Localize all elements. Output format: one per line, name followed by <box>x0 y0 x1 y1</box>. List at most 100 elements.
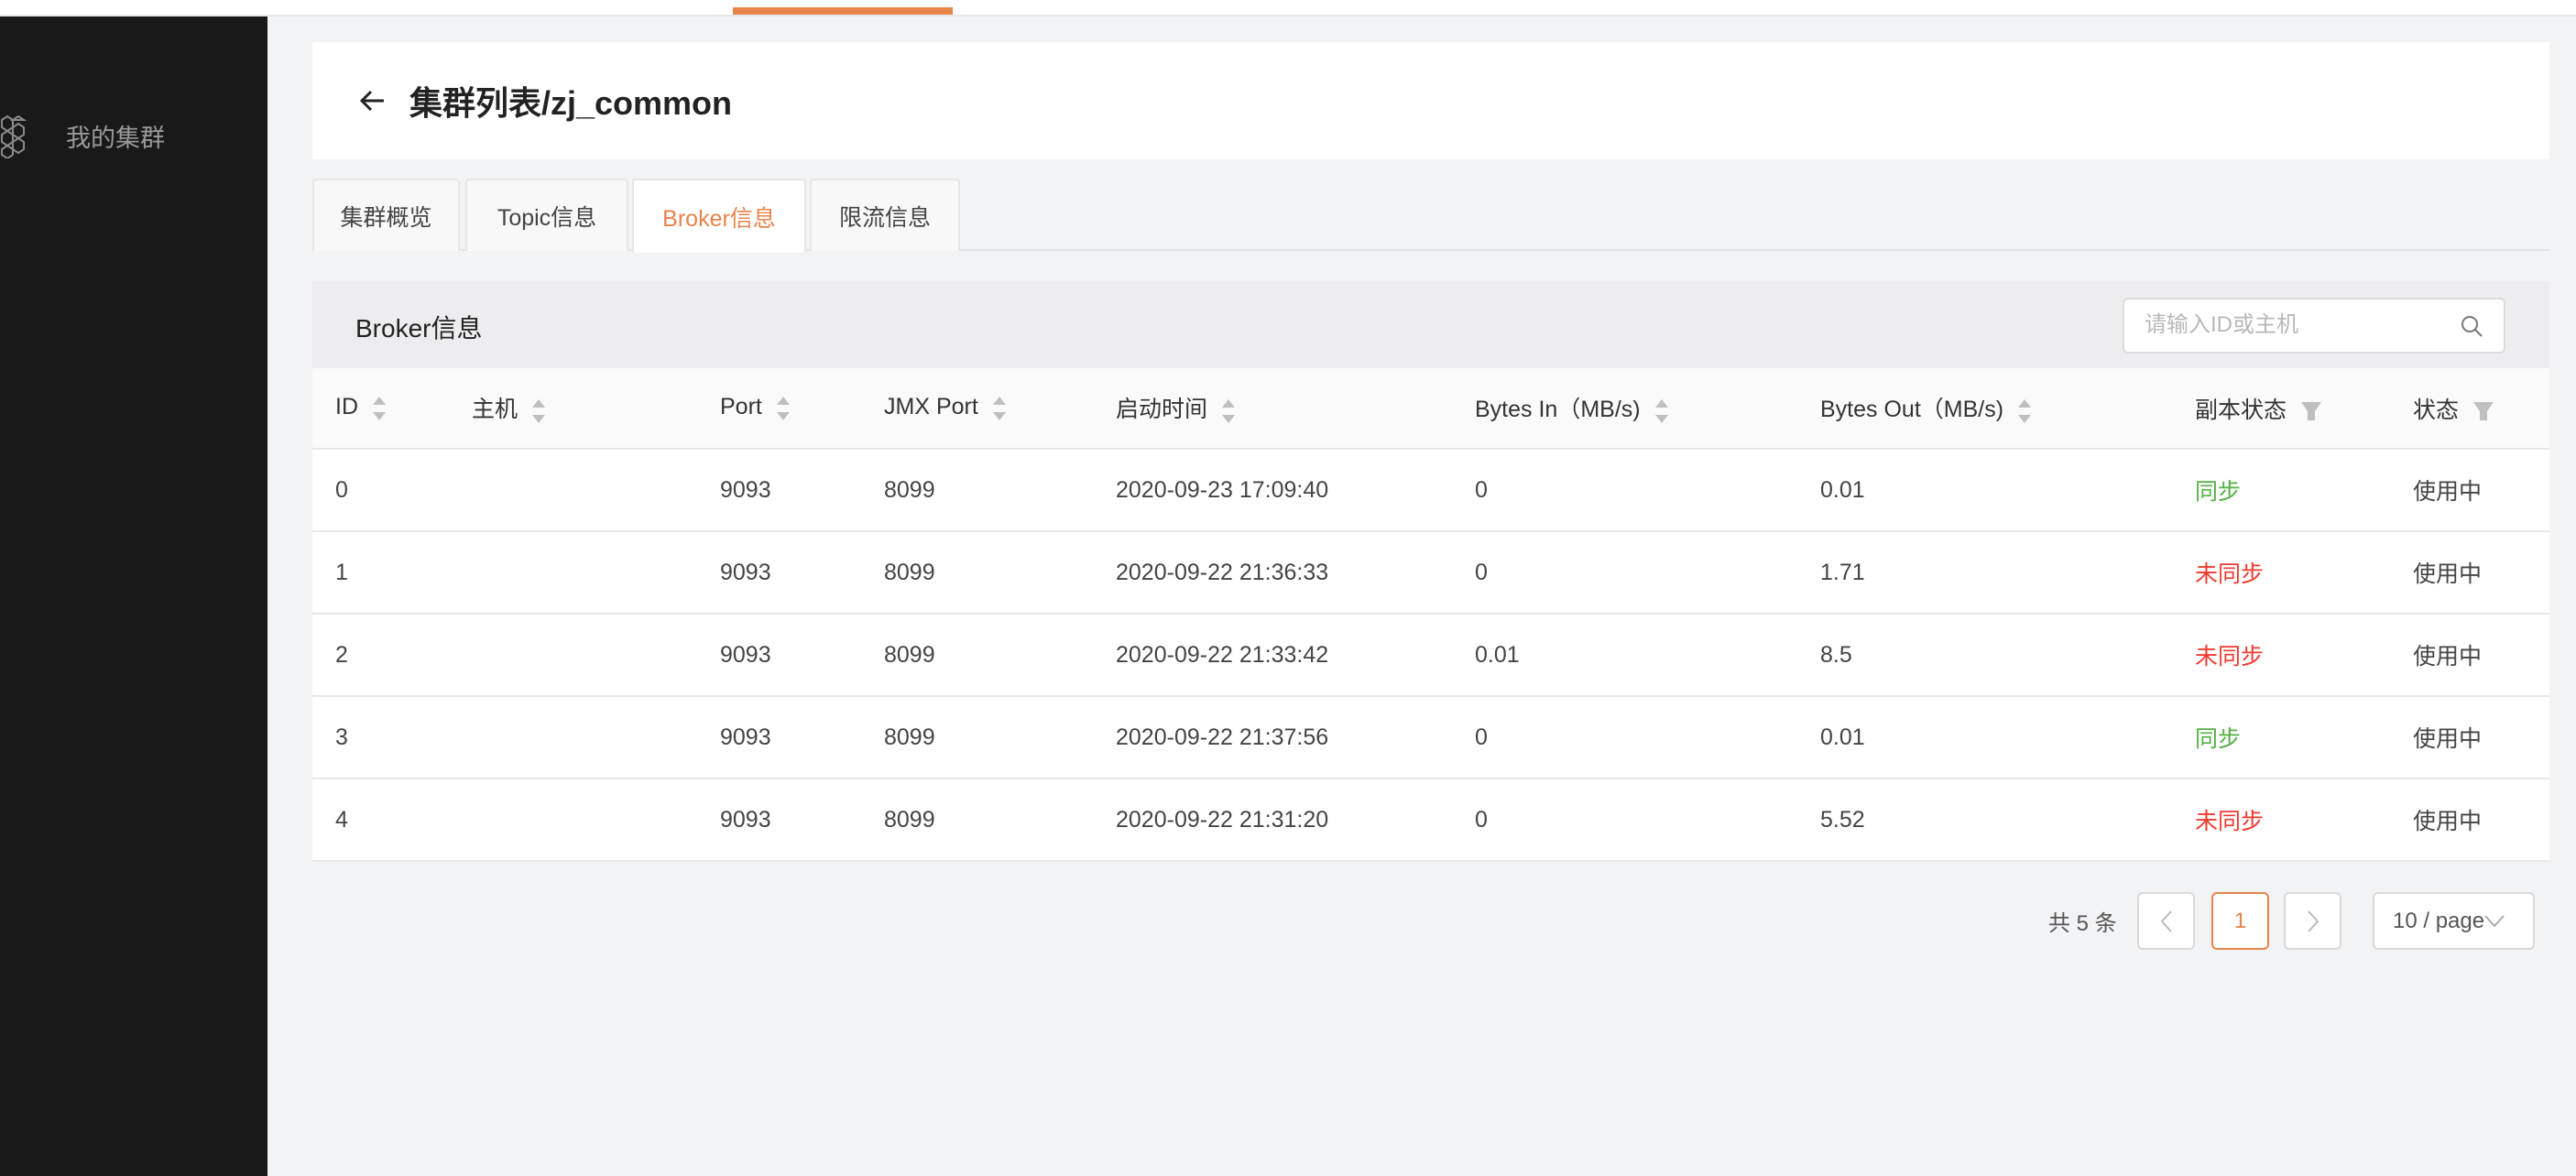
cell-status: 使用中 <box>2413 614 2549 697</box>
column-header[interactable]: Bytes Out（MB/s) <box>1820 368 2195 450</box>
total-count: 共 5 条 <box>2048 892 2117 950</box>
column-header[interactable]: 副本状态 <box>2195 368 2413 450</box>
sort-icon[interactable] <box>371 395 387 422</box>
chevron-down-icon <box>2484 914 2505 927</box>
cell-replica: 未同步 <box>2195 779 2413 862</box>
table-row[interactable]: 0 9093 8099 2020-09-23 17:09:40 0 0.01 同步 使用中 <box>312 449 2549 532</box>
active-nav-indicator <box>733 7 953 15</box>
column-header[interactable]: 主机 <box>472 368 720 450</box>
cell-port: 9093 <box>720 531 884 615</box>
page-size-select[interactable]: 10 / page <box>2373 892 2535 950</box>
cell-start: 2020-09-22 21:33:42 <box>1116 614 1475 697</box>
sort-icon[interactable] <box>530 397 547 425</box>
cell-status: 使用中 <box>2413 531 2549 615</box>
cell-host <box>472 449 720 532</box>
card-title: Broker信息 <box>355 314 483 343</box>
table-row[interactable]: 1 9093 8099 2020-09-22 21:36:33 0 1.71 未同步 使用中 <box>312 531 2549 615</box>
sidebar: 我的集群 <box>0 16 267 1176</box>
cell-in: 0 <box>1475 779 1820 862</box>
page-size-value: 10 / page <box>2393 908 2485 933</box>
filter-icon[interactable] <box>2301 401 2322 421</box>
cell-out: 8.5 <box>1820 614 2195 697</box>
broker-table-card: Broker信息 ID 主机 Port JMX Port 启动时间 Bytes In（MB… <box>312 281 2549 862</box>
cell-host <box>472 531 720 615</box>
table-row[interactable]: 2 9093 8099 2020-09-22 21:33:42 0.01 8.5 未同步 使用… <box>312 614 2549 697</box>
cell-port: 9093 <box>720 449 884 532</box>
total-count-text: 共 5 条 <box>2048 911 2117 936</box>
cell-jmx: 8099 <box>884 531 1116 615</box>
cell-out: 0.01 <box>1820 696 2195 779</box>
tab-topic-info[interactable]: Topic信息 <box>465 179 628 251</box>
search-icon[interactable] <box>2460 314 2483 338</box>
column-header-label: Bytes In（MB/s) <box>1475 397 1641 423</box>
sort-icon[interactable] <box>775 395 791 422</box>
cell-port: 9093 <box>720 696 884 779</box>
column-header-label: 启动时间 <box>1116 397 1208 423</box>
sidebar-item-label: 我的集群 <box>66 124 165 152</box>
hexagon-cluster-icon <box>0 114 27 158</box>
column-header-label: 状态 <box>2413 397 2460 423</box>
table-row[interactable]: 4 9093 8099 2020-09-22 21:31:20 0 5.52 未同步 使用中 <box>312 779 2549 862</box>
cell-replica: 同步 <box>2195 449 2413 532</box>
column-header-label: 副本状态 <box>2195 397 2287 423</box>
prev-page-button[interactable] <box>2137 892 2195 950</box>
page-header: 集群列表/zj_common <box>312 42 2549 159</box>
cell-id: 4 <box>312 779 472 862</box>
page-title: 集群列表/zj_common <box>409 84 733 122</box>
broker-table: ID 主机 Port JMX Port 启动时间 Bytes In（MB/s) Bytes … <box>312 368 2549 862</box>
tab-cluster-overview[interactable]: 集群概览 <box>312 179 460 251</box>
cell-start: 2020-09-22 21:36:33 <box>1116 531 1475 615</box>
column-header-label: ID <box>335 394 358 420</box>
cell-status: 使用中 <box>2413 449 2549 532</box>
search-input[interactable] <box>2145 312 2447 338</box>
column-header[interactable]: Port <box>720 368 884 450</box>
column-header-label: JMX Port <box>884 394 978 420</box>
sort-icon[interactable] <box>1220 397 1237 425</box>
cell-port: 9093 <box>720 614 884 697</box>
column-header-label: 主机 <box>472 397 518 423</box>
cell-out: 0.01 <box>1820 449 2195 532</box>
column-header[interactable]: JMX Port <box>884 368 1116 450</box>
cell-id: 2 <box>312 614 472 697</box>
cell-host <box>472 614 720 697</box>
cell-status: 使用中 <box>2413 696 2549 779</box>
table-row[interactable]: 3 9093 8099 2020-09-22 21:37:56 0 0.01 同步 使用中 <box>312 696 2549 779</box>
tab-rate-limit-info[interactable]: 限流信息 <box>810 179 960 251</box>
cell-jmx: 8099 <box>884 614 1116 697</box>
column-header[interactable]: 状态 <box>2413 368 2549 450</box>
cell-id: 3 <box>312 696 472 779</box>
cell-host <box>472 696 720 779</box>
cell-in: 0.01 <box>1475 614 1820 697</box>
table-header-row: ID 主机 Port JMX Port 启动时间 Bytes In（MB/s) Bytes … <box>312 368 2549 450</box>
column-header[interactable]: 启动时间 <box>1116 368 1475 450</box>
cell-out: 1.71 <box>1820 531 2195 615</box>
card-header: Broker信息 <box>312 281 2549 368</box>
search-box <box>2123 298 2505 354</box>
sort-icon[interactable] <box>2016 397 2033 425</box>
arrow-left-icon <box>359 90 384 112</box>
column-header[interactable]: Bytes In（MB/s) <box>1475 368 1820 450</box>
sidebar-item-my-clusters[interactable]: 我的集群 <box>0 108 165 163</box>
chevron-left-icon <box>2160 909 2172 932</box>
cell-jmx: 8099 <box>884 696 1116 779</box>
next-page-button[interactable] <box>2284 892 2341 950</box>
cell-jmx: 8099 <box>884 779 1116 862</box>
filter-icon[interactable] <box>2473 401 2494 421</box>
cell-replica: 同步 <box>2195 696 2413 779</box>
cell-status: 使用中 <box>2413 779 2549 862</box>
tab-broker-info[interactable]: Broker信息 <box>632 179 806 253</box>
column-header-label: Port <box>720 394 762 420</box>
cell-port: 9093 <box>720 779 884 862</box>
cell-in: 0 <box>1475 531 1820 615</box>
sort-icon[interactable] <box>991 395 1008 422</box>
cell-host <box>472 779 720 862</box>
back-button[interactable] <box>355 82 391 119</box>
cell-start: 2020-09-22 21:37:56 <box>1116 696 1475 779</box>
cell-in: 0 <box>1475 449 1820 532</box>
cell-in: 0 <box>1475 696 1820 779</box>
sort-icon[interactable] <box>1654 397 1670 425</box>
page-1-button[interactable]: 1 <box>2211 892 2269 950</box>
chevron-right-icon <box>2307 909 2319 932</box>
column-header[interactable]: ID <box>312 368 472 450</box>
column-header-label: Bytes Out（MB/s) <box>1820 397 2004 423</box>
